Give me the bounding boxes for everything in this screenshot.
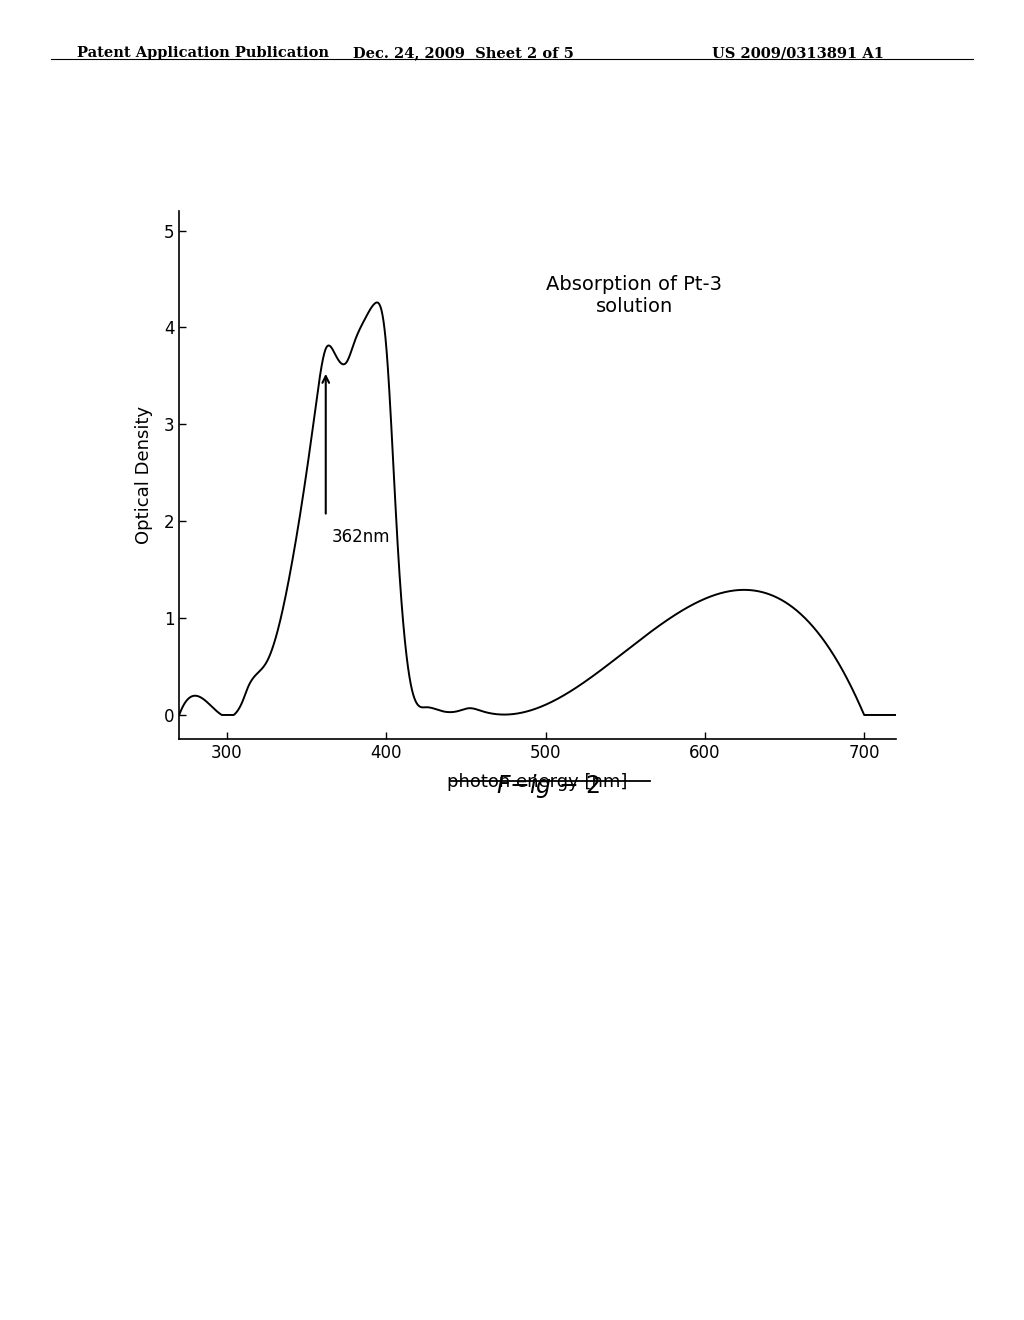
- Text: Patent Application Publication: Patent Application Publication: [77, 46, 329, 61]
- Y-axis label: Optical Density: Optical Density: [134, 407, 153, 544]
- Text: US 2009/0313891 A1: US 2009/0313891 A1: [712, 46, 884, 61]
- Text: Dec. 24, 2009  Sheet 2 of 5: Dec. 24, 2009 Sheet 2 of 5: [353, 46, 574, 61]
- X-axis label: photon energy [nm]: photon energy [nm]: [447, 774, 628, 791]
- Text: 362nm: 362nm: [332, 528, 390, 546]
- Text: Absorption of Pt-3
solution: Absorption of Pt-3 solution: [547, 275, 722, 315]
- Text: $\it{F}$$\it{-i}$$\it{g}$ $-$ $\it{2}$: $\it{F}$$\it{-i}$$\it{g}$ $-$ $\it{2}$: [496, 772, 600, 800]
